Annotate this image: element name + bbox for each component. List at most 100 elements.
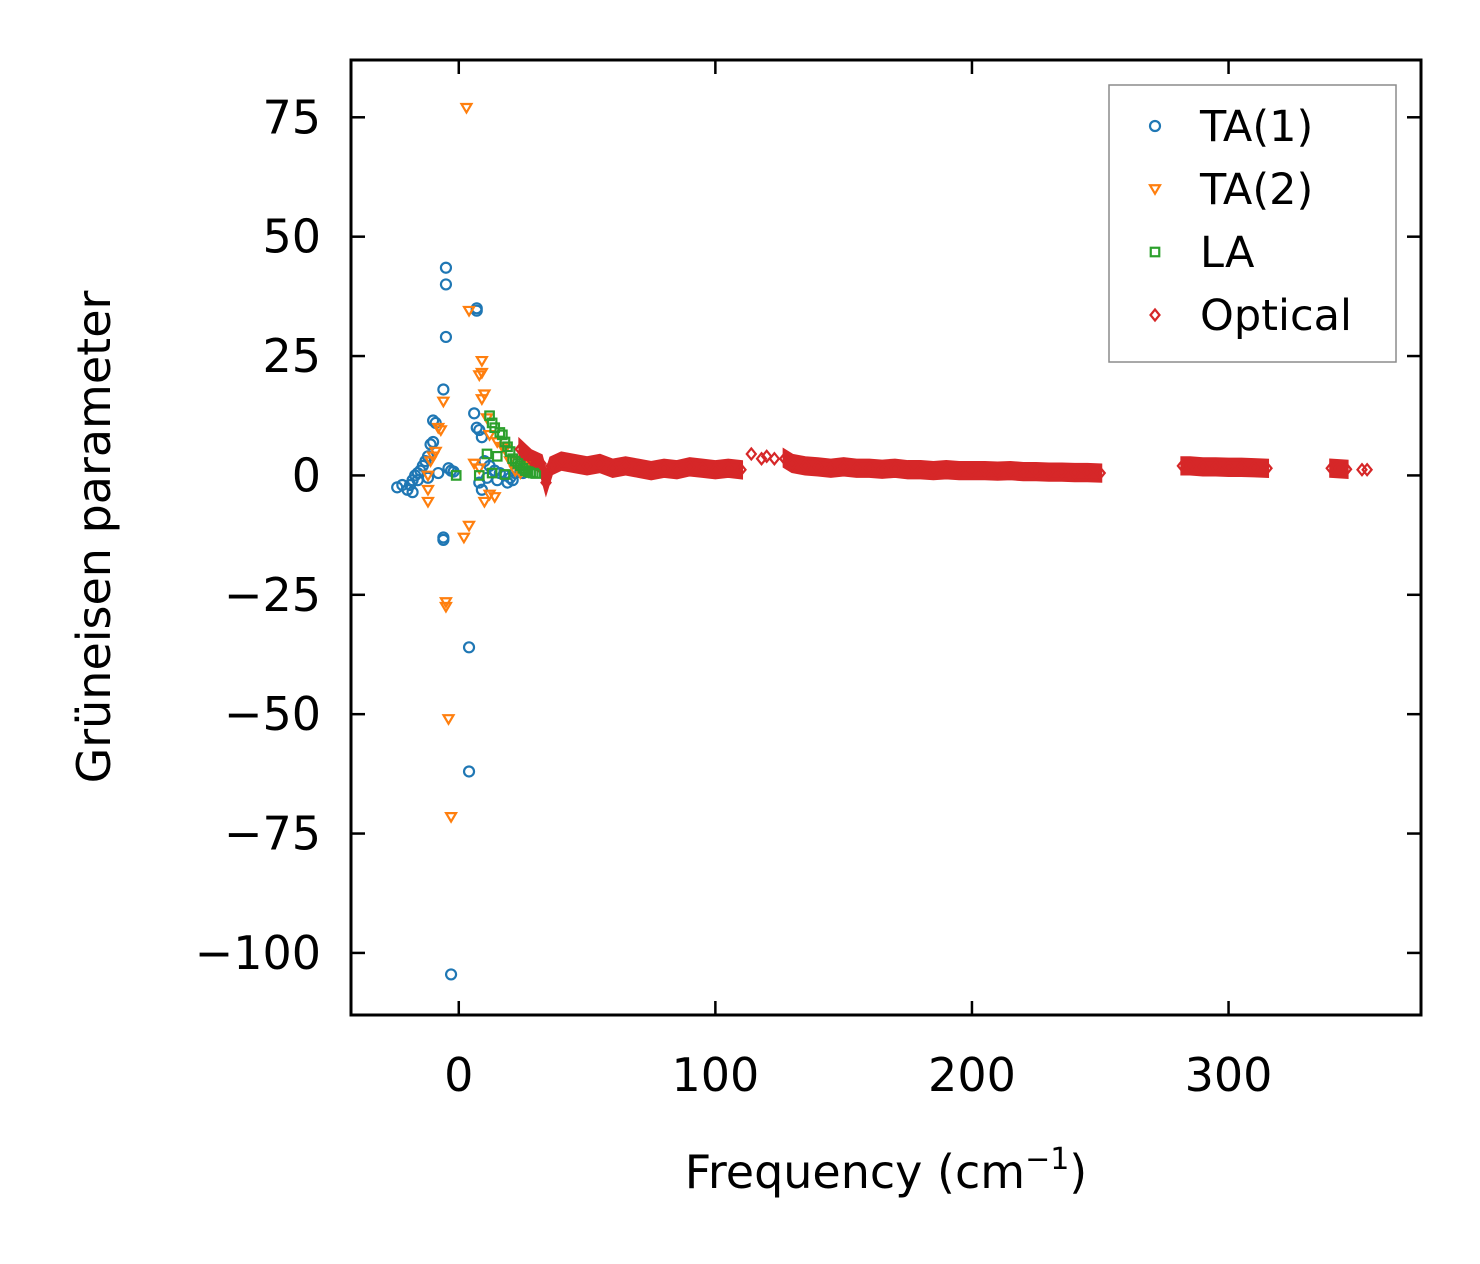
data-point	[439, 278, 453, 291]
y-tick-label: −75	[224, 807, 321, 861]
data-point	[462, 765, 476, 778]
data-point	[658, 461, 670, 476]
data-point	[645, 463, 658, 478]
data-point	[474, 394, 489, 406]
x-axis-label: Frequency (cm−1)	[685, 1142, 1088, 1199]
legend-entry: LA	[1149, 228, 1255, 278]
data-point	[433, 425, 448, 437]
data-point	[722, 461, 735, 476]
y-tick-label: 0	[292, 448, 321, 502]
data-point	[487, 492, 502, 504]
data-point	[953, 463, 966, 478]
data-point	[1340, 461, 1353, 477]
data-point	[421, 484, 435, 497]
x-axis-label-close: )	[1069, 1145, 1087, 1199]
data-point	[421, 496, 435, 509]
data-point	[1004, 463, 1017, 478]
data-point	[472, 463, 487, 476]
data-point	[555, 453, 568, 469]
data-point	[473, 470, 485, 481]
data-point	[481, 448, 493, 460]
data-point	[484, 410, 495, 422]
data-point	[632, 461, 645, 476]
data-point	[1176, 458, 1189, 474]
data-point	[1094, 465, 1107, 481]
data-point	[799, 458, 812, 474]
legend-entry: Optical	[1149, 291, 1352, 341]
data-point	[441, 714, 456, 726]
data-point	[462, 305, 476, 318]
data-point	[499, 469, 511, 480]
data-point	[876, 461, 889, 477]
data-point	[863, 461, 876, 476]
data-point	[450, 470, 462, 481]
data-point	[1325, 461, 1338, 476]
data-point	[486, 467, 498, 479]
y-tick-label: −50	[224, 687, 321, 741]
x-tick-label: 200	[928, 1048, 1016, 1102]
legend-marker	[1149, 307, 1161, 323]
data-point	[456, 532, 471, 545]
data-point	[745, 446, 758, 462]
data-point	[1222, 460, 1235, 475]
data-point	[1261, 461, 1273, 476]
data-point	[978, 463, 991, 478]
data-point	[530, 468, 542, 479]
data-point	[423, 456, 438, 469]
x-tick-label: 0	[444, 1048, 473, 1102]
data-point	[491, 450, 503, 462]
data-point	[850, 461, 863, 476]
data-point	[606, 461, 619, 476]
data-point	[462, 520, 476, 533]
data-point	[540, 475, 552, 490]
x-axis-label-main: Frequency (cm	[685, 1145, 1025, 1199]
legend-entry: TA(1)	[1148, 102, 1313, 152]
data-point	[444, 968, 458, 981]
data-point	[735, 462, 747, 477]
data-point	[1081, 465, 1094, 480]
data-point	[436, 396, 451, 409]
data-point	[1209, 459, 1222, 475]
data-point	[545, 458, 558, 474]
data-point	[755, 451, 768, 466]
optical-band-4	[1329, 458, 1349, 479]
data-point	[901, 462, 914, 477]
legend-label: Optical	[1200, 291, 1352, 341]
data-point	[1030, 464, 1043, 479]
data-point	[459, 102, 474, 115]
y-tick-label: −100	[195, 926, 321, 980]
data-point	[474, 355, 489, 368]
x-tick-label: 300	[1185, 1048, 1273, 1102]
data-point	[421, 470, 435, 483]
data-point	[439, 601, 453, 614]
legend-label: TA(1)	[1199, 102, 1313, 152]
data-point	[927, 463, 940, 478]
legend-label: TA(2)	[1199, 165, 1313, 215]
y-tick-label: 25	[262, 329, 321, 383]
series-la	[450, 410, 542, 481]
series-ta-1	[391, 261, 530, 981]
data-point	[1043, 464, 1055, 480]
y-tick-label: −25	[224, 568, 321, 622]
legend-marker	[1148, 119, 1162, 133]
data-point	[889, 461, 901, 476]
data-point	[506, 474, 519, 487]
data-point	[914, 462, 927, 477]
data-point	[593, 456, 606, 471]
axis-ticks: 0 100 200 300 75 50 25 0 −25 −50 −75 −100	[195, 60, 1421, 1102]
data-point	[824, 461, 837, 476]
x-axis-label-exponent: −1	[1025, 1142, 1069, 1177]
data-point	[439, 330, 453, 344]
data-point	[1332, 461, 1345, 476]
data-point	[470, 421, 483, 434]
legend-entry: TA(2)	[1148, 165, 1313, 215]
data-point	[1248, 460, 1261, 476]
data-point	[497, 429, 508, 441]
data-point	[786, 456, 799, 471]
data-point	[709, 462, 722, 477]
data-point	[534, 456, 547, 471]
data-point	[391, 481, 404, 494]
x-tick-label: 100	[671, 1048, 759, 1102]
legend-label: LA	[1200, 228, 1255, 278]
